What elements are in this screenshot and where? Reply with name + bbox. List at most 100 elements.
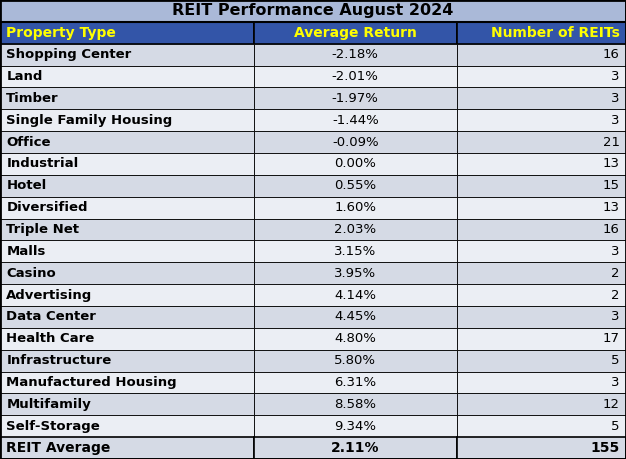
Bar bbox=[0, 415, 254, 437]
Bar bbox=[457, 153, 626, 175]
Text: -2.18%: -2.18% bbox=[332, 48, 379, 61]
Text: Single Family Housing: Single Family Housing bbox=[6, 114, 173, 127]
Text: Infrastructure: Infrastructure bbox=[6, 354, 111, 367]
Text: Self-Storage: Self-Storage bbox=[6, 420, 100, 433]
Text: Data Center: Data Center bbox=[6, 310, 96, 324]
Bar bbox=[457, 197, 626, 218]
Text: 5: 5 bbox=[611, 354, 620, 367]
Text: Industrial: Industrial bbox=[6, 157, 78, 170]
Text: Casino: Casino bbox=[6, 267, 56, 280]
Bar bbox=[457, 109, 626, 131]
Text: 3: 3 bbox=[611, 310, 620, 324]
Text: 2.11%: 2.11% bbox=[331, 441, 379, 455]
Text: 16: 16 bbox=[603, 223, 620, 236]
Text: 2: 2 bbox=[611, 267, 620, 280]
Bar bbox=[457, 22, 626, 44]
Text: 1.60%: 1.60% bbox=[334, 201, 376, 214]
Bar bbox=[254, 284, 457, 306]
Text: Multifamily: Multifamily bbox=[6, 398, 91, 411]
Text: 15: 15 bbox=[603, 179, 620, 192]
Bar bbox=[457, 306, 626, 328]
Bar bbox=[457, 44, 626, 66]
Text: Health Care: Health Care bbox=[6, 332, 95, 345]
Text: 9.34%: 9.34% bbox=[334, 420, 376, 433]
Text: -1.97%: -1.97% bbox=[332, 92, 379, 105]
Text: 3: 3 bbox=[611, 245, 620, 258]
Bar bbox=[0, 109, 254, 131]
Bar bbox=[254, 197, 457, 218]
Bar bbox=[254, 218, 457, 241]
Text: 3: 3 bbox=[611, 376, 620, 389]
Bar bbox=[254, 44, 457, 66]
Bar bbox=[0, 372, 254, 393]
Text: Malls: Malls bbox=[6, 245, 46, 258]
Bar bbox=[457, 175, 626, 197]
Text: Shopping Center: Shopping Center bbox=[6, 48, 131, 61]
Bar bbox=[254, 350, 457, 372]
Bar bbox=[254, 109, 457, 131]
Text: 4.14%: 4.14% bbox=[334, 289, 376, 302]
Text: 17: 17 bbox=[603, 332, 620, 345]
Text: 12: 12 bbox=[603, 398, 620, 411]
Text: REIT Performance August 2024: REIT Performance August 2024 bbox=[172, 3, 454, 18]
Bar bbox=[457, 241, 626, 262]
Bar bbox=[254, 306, 457, 328]
Text: -1.44%: -1.44% bbox=[332, 114, 379, 127]
Text: Timber: Timber bbox=[6, 92, 59, 105]
Text: 2.03%: 2.03% bbox=[334, 223, 376, 236]
Text: Number of REITs: Number of REITs bbox=[491, 26, 620, 40]
Bar bbox=[457, 350, 626, 372]
Bar bbox=[0, 350, 254, 372]
Bar bbox=[457, 262, 626, 284]
Text: Advertising: Advertising bbox=[6, 289, 93, 302]
Bar bbox=[0, 66, 254, 87]
Text: 155: 155 bbox=[590, 441, 620, 455]
Bar bbox=[254, 437, 457, 459]
Bar bbox=[0, 218, 254, 241]
Text: Hotel: Hotel bbox=[6, 179, 46, 192]
Text: 5.80%: 5.80% bbox=[334, 354, 376, 367]
Text: 3: 3 bbox=[611, 114, 620, 127]
Bar bbox=[254, 415, 457, 437]
Bar bbox=[0, 328, 254, 350]
Bar bbox=[457, 66, 626, 87]
Bar bbox=[457, 437, 626, 459]
Bar bbox=[457, 87, 626, 109]
Text: 21: 21 bbox=[603, 135, 620, 149]
Bar bbox=[254, 87, 457, 109]
Text: 3.15%: 3.15% bbox=[334, 245, 376, 258]
Text: -2.01%: -2.01% bbox=[332, 70, 379, 83]
Bar bbox=[0, 262, 254, 284]
Bar bbox=[0, 393, 254, 415]
Bar bbox=[0, 131, 254, 153]
Text: 3: 3 bbox=[611, 70, 620, 83]
Bar bbox=[254, 175, 457, 197]
Text: Triple Net: Triple Net bbox=[6, 223, 80, 236]
Bar bbox=[0, 44, 254, 66]
Bar bbox=[457, 393, 626, 415]
Bar bbox=[457, 131, 626, 153]
Text: 4.45%: 4.45% bbox=[334, 310, 376, 324]
Bar bbox=[254, 131, 457, 153]
Text: 3: 3 bbox=[611, 92, 620, 105]
Bar bbox=[254, 262, 457, 284]
Text: 4.80%: 4.80% bbox=[334, 332, 376, 345]
Bar bbox=[254, 241, 457, 262]
Text: 3.95%: 3.95% bbox=[334, 267, 376, 280]
Bar bbox=[457, 218, 626, 241]
Text: Diversified: Diversified bbox=[6, 201, 88, 214]
Bar bbox=[0, 197, 254, 218]
Text: Average Return: Average Return bbox=[294, 26, 417, 40]
Text: 0.55%: 0.55% bbox=[334, 179, 376, 192]
Text: 8.58%: 8.58% bbox=[334, 398, 376, 411]
Bar bbox=[254, 393, 457, 415]
Text: 13: 13 bbox=[603, 157, 620, 170]
Text: -0.09%: -0.09% bbox=[332, 135, 379, 149]
Text: Office: Office bbox=[6, 135, 51, 149]
Text: 16: 16 bbox=[603, 48, 620, 61]
Bar bbox=[457, 328, 626, 350]
Text: Manufactured Housing: Manufactured Housing bbox=[6, 376, 177, 389]
Bar bbox=[0, 306, 254, 328]
Bar bbox=[0, 175, 254, 197]
Text: Land: Land bbox=[6, 70, 43, 83]
